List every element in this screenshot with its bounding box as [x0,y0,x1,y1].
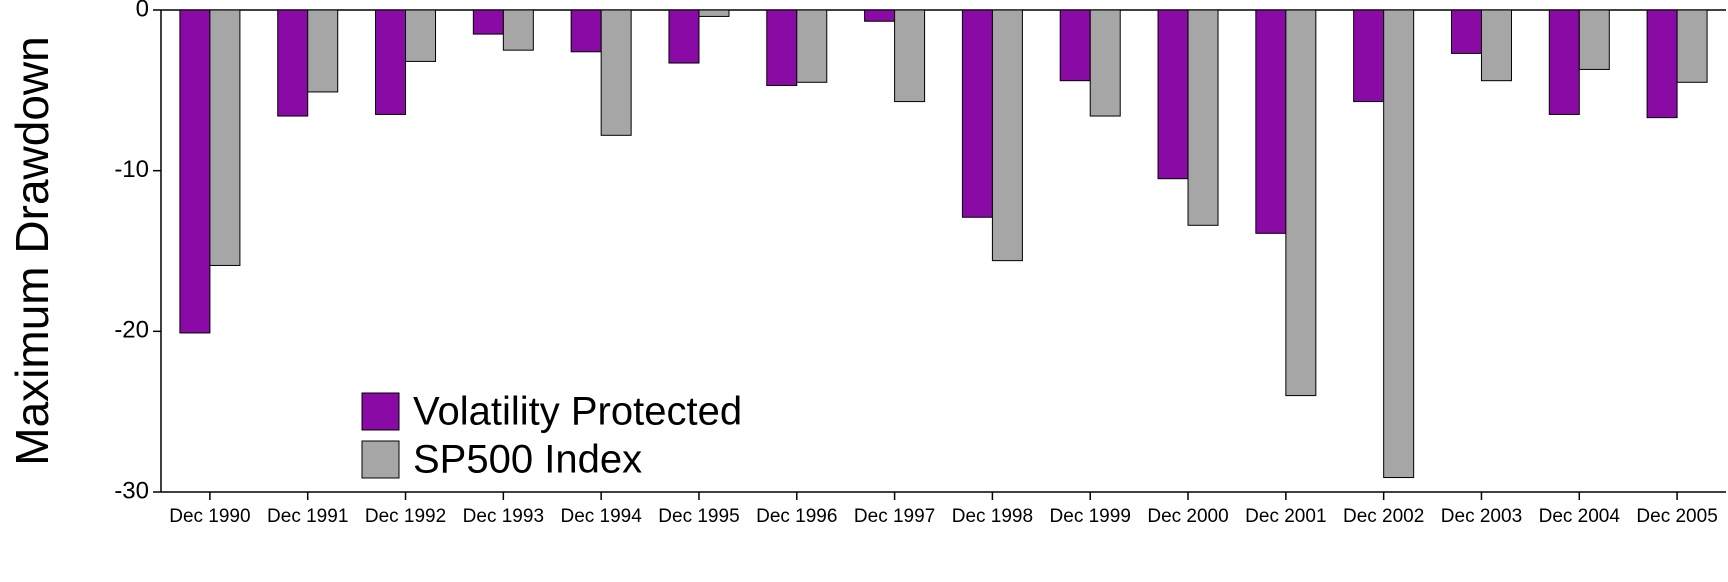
bar [1480,9,1512,82]
x-tick-label: Dec 1995 [658,506,739,527]
bar [502,9,534,51]
x-tick-label: Dec 1991 [267,506,348,527]
bar [179,9,211,334]
bar [1255,9,1287,234]
x-tick-label: Dec 2003 [1441,506,1522,527]
x-tick-label: Dec 1990 [169,506,250,527]
x-tick-label: Dec 2000 [1147,506,1228,527]
x-tick-label: Dec 1997 [854,506,935,527]
bar [1383,9,1415,479]
y-tick-label: -30 [114,477,149,504]
legend-swatch [361,392,400,431]
bar [1646,9,1678,119]
x-tick-label: Dec 2004 [1539,506,1621,527]
y-axis-label: Maximum Drawdown [6,36,58,465]
bar [766,9,798,87]
bar [864,9,896,22]
bar [277,9,309,117]
bar [307,9,339,93]
bar [1353,9,1385,103]
bar [1450,9,1482,54]
x-tick-label: Dec 2005 [1636,506,1717,527]
bar [570,9,602,53]
x-tick-label: Dec 2002 [1343,506,1424,527]
bar [796,9,828,83]
legend-label: Volatility Protected [413,390,742,434]
legend-swatch [361,440,400,479]
bar [405,9,437,62]
y-tick-label: -10 [114,156,149,183]
bar [1676,9,1708,83]
bar [209,9,241,266]
bar [1157,9,1189,180]
bar [1059,9,1091,82]
bar [698,9,730,17]
bar [961,9,993,218]
bar [1187,9,1219,226]
bar [894,9,926,103]
x-tick-label: Dec 1993 [463,506,544,527]
y-tick-label: -20 [114,317,149,344]
y-tick-label: 0 [136,0,149,22]
bar [375,9,407,115]
bar [991,9,1023,262]
x-tick-label: Dec 1998 [952,506,1033,527]
x-tick-label: Dec 1996 [756,506,837,527]
x-tick-label: Dec 1992 [365,506,446,527]
bar [668,9,700,64]
bar [472,9,504,35]
bar [1089,9,1121,117]
bar [600,9,632,136]
x-tick-label: Dec 2001 [1245,506,1326,527]
x-tick-label: Dec 1999 [1050,506,1131,527]
legend-label: SP500 Index [413,438,642,482]
x-tick-label: Dec 1994 [560,506,642,527]
bar [1578,9,1610,70]
bar [1285,9,1317,397]
bar [1548,9,1580,115]
